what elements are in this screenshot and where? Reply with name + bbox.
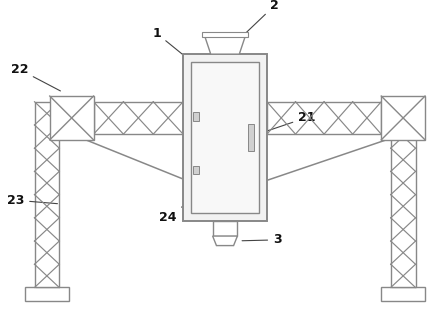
Text: 2: 2 <box>246 0 279 33</box>
Text: 3: 3 <box>242 233 282 246</box>
Bar <box>191 62 259 213</box>
Bar <box>25 287 69 301</box>
Text: 23: 23 <box>7 194 57 207</box>
Bar <box>391 102 416 287</box>
Bar <box>183 54 267 221</box>
Bar <box>193 112 199 121</box>
Text: 1: 1 <box>152 27 185 56</box>
Bar <box>248 124 254 151</box>
Bar <box>381 96 425 140</box>
Text: 24: 24 <box>159 199 192 224</box>
Bar <box>202 32 248 37</box>
Bar <box>50 96 94 140</box>
Polygon shape <box>213 236 238 246</box>
Bar <box>94 102 183 134</box>
Text: 22: 22 <box>11 63 60 91</box>
Polygon shape <box>205 37 245 54</box>
Bar <box>267 102 381 134</box>
Bar <box>193 166 199 174</box>
Bar <box>35 102 59 287</box>
Bar <box>381 287 425 301</box>
Text: 21: 21 <box>250 111 316 137</box>
Bar <box>213 221 238 236</box>
